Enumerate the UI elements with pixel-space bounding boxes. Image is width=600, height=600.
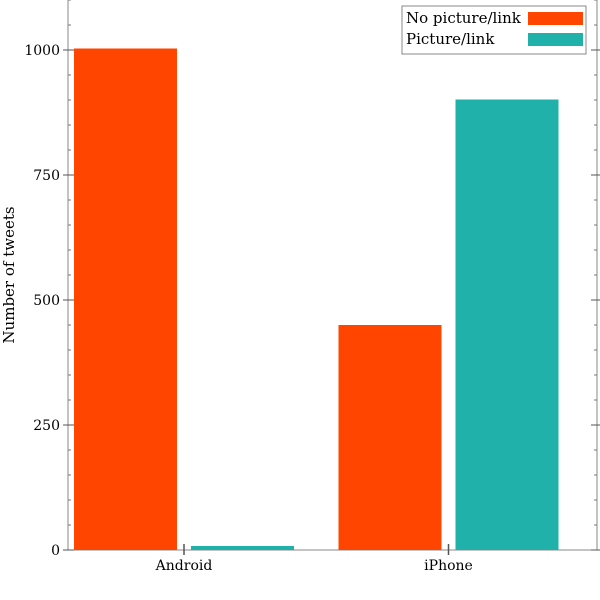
- bar-iphone-series-1: [338, 325, 442, 550]
- x-tick-label: Android: [155, 558, 213, 574]
- bar-android-series-1: [74, 48, 177, 550]
- y-tick-label: 500: [33, 293, 60, 309]
- bar-iphone-series-2: [455, 99, 559, 550]
- legend: No picture/link Picture/link: [401, 5, 587, 55]
- y-tick-label: 750: [33, 168, 60, 184]
- y-tick-label: 1000: [24, 43, 60, 59]
- bars: [74, 48, 559, 550]
- legend-label: No picture/link: [406, 9, 522, 27]
- legend-label: Picture/link: [406, 30, 495, 48]
- y-tick-label: 0: [51, 543, 60, 559]
- y-axis-title: Number of tweets: [0, 206, 18, 343]
- y-axis-ticks: 0 250 500 750 1000: [24, 43, 600, 559]
- x-tick-label: iPhone: [424, 558, 473, 574]
- legend-swatch: [528, 12, 583, 25]
- legend-swatch: [528, 33, 583, 46]
- minor-ticks: [68, 0, 597, 526]
- y-tick-label: 250: [33, 418, 60, 434]
- bar-android-series-2: [191, 546, 294, 550]
- x-axis-ticks: Android iPhone: [155, 544, 473, 574]
